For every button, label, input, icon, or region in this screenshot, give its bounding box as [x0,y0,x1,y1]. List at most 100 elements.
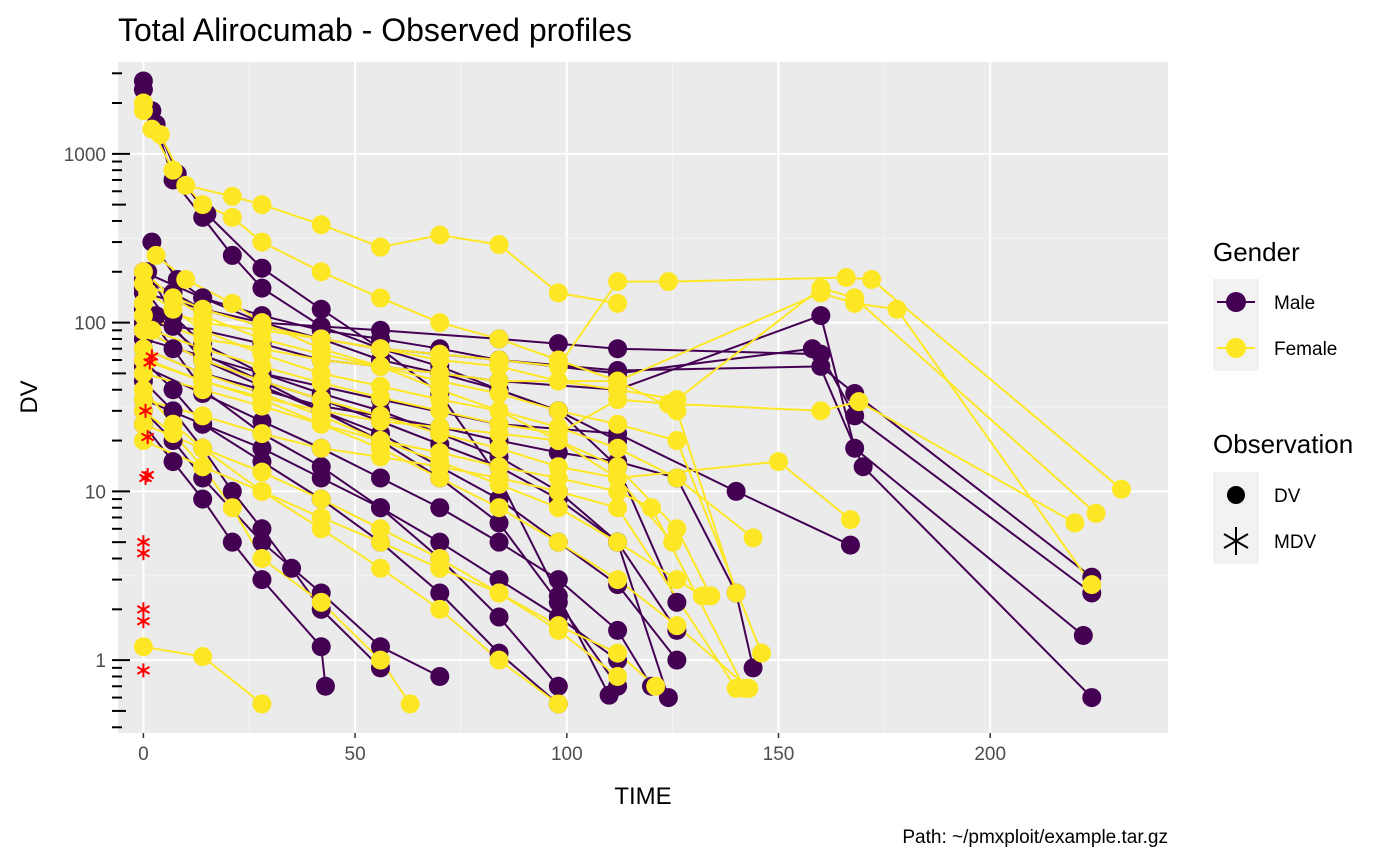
data-point-female [430,380,450,400]
data-point-female [811,283,831,303]
data-point-female [193,438,213,458]
data-point-male [853,457,873,477]
series-points [133,71,1131,714]
data-point-female [222,207,242,227]
data-point-female [133,414,153,434]
legend-observation-title: Observation [1213,429,1353,459]
data-point-female [548,498,568,518]
data-point-female [548,468,568,488]
data-point-male [608,339,628,359]
data-point-female [193,647,213,667]
data-point-female [371,387,390,407]
data-point-female [163,299,183,319]
data-point-female [862,270,882,290]
data-point-male [163,452,183,472]
data-point-female [849,392,869,412]
data-point-female [193,339,213,359]
plot-panel [118,62,1168,733]
data-point-female [608,457,628,477]
data-point-female [252,694,272,714]
data-point-female [489,350,509,370]
legend-item-mdv: MDV [1213,518,1317,564]
asterisk-icon [1223,527,1249,555]
data-point-female [371,519,390,539]
data-point-female [430,225,450,245]
data-point-female [1111,479,1131,499]
data-point-female [311,508,331,528]
data-point-female [430,442,450,462]
data-point-female [430,401,450,421]
data-point-female [726,678,746,698]
data-point-female [252,329,272,349]
x-tick-label: 50 [345,744,366,765]
data-point-female [222,293,242,313]
data-point-female [489,235,509,255]
data-point-female [252,462,272,482]
data-point-male [193,489,213,509]
data-point-female [489,438,509,458]
data-point-female [176,270,196,290]
mdv-marker [136,614,150,629]
data-point-male [658,688,678,708]
data-point-female [489,384,509,404]
data-point-female [608,643,628,663]
data-point-female [667,468,687,488]
data-point-female [1086,503,1106,523]
data-point-male [252,438,272,458]
data-point-female [608,272,628,292]
data-point-female [548,401,568,421]
data-point-female [252,424,272,444]
data-point-male [222,532,242,552]
data-point-female [667,431,687,451]
data-point-male [252,519,272,539]
data-point-male [608,620,628,640]
data-point-female [371,447,390,467]
data-point-female [133,390,153,410]
data-point-male [371,468,390,488]
data-point-female [548,356,568,376]
data-point-female [176,175,196,195]
data-point-male [430,532,450,552]
data-point-female [311,215,331,235]
data-point-female [836,267,856,287]
data-point-male [430,583,450,603]
data-point-male [371,637,390,657]
data-point-female [489,650,509,670]
data-point-female [193,320,213,340]
legend-observation: Observation DV MDV [1213,429,1353,564]
data-point-female [371,558,390,578]
data-point-female [146,245,166,265]
data-point-female [430,457,450,477]
data-point-male [548,570,568,590]
data-point-female [252,195,272,215]
data-point-female [311,262,331,282]
mdv-marker [136,602,150,617]
mdv-markers [136,349,159,678]
legend-male-label: Male [1274,293,1315,314]
data-point-female [430,417,450,437]
data-point-female [548,431,568,451]
data-point-female [667,519,687,539]
legend-item-male: Male [1213,279,1315,325]
data-point-female [311,339,331,359]
data-point-female [667,570,687,590]
legend-item-female: Female [1213,325,1337,371]
y-tick-label: 1000 [64,145,106,166]
data-point-female [133,637,153,657]
data-point-female [752,643,772,663]
data-point-female [138,283,158,303]
y-tick-label: 10 [85,482,106,503]
data-point-female [489,468,509,488]
data-point-female [193,195,213,215]
data-point-female [311,401,331,421]
data-point-female [548,694,568,714]
data-point-female [646,676,666,696]
data-point-female [311,373,331,393]
mdv-marker [136,535,150,550]
mdv-marker [141,429,155,444]
data-point-male [315,676,335,696]
data-point-female [658,272,678,292]
data-point-female [150,125,170,145]
data-point-female [608,438,628,458]
